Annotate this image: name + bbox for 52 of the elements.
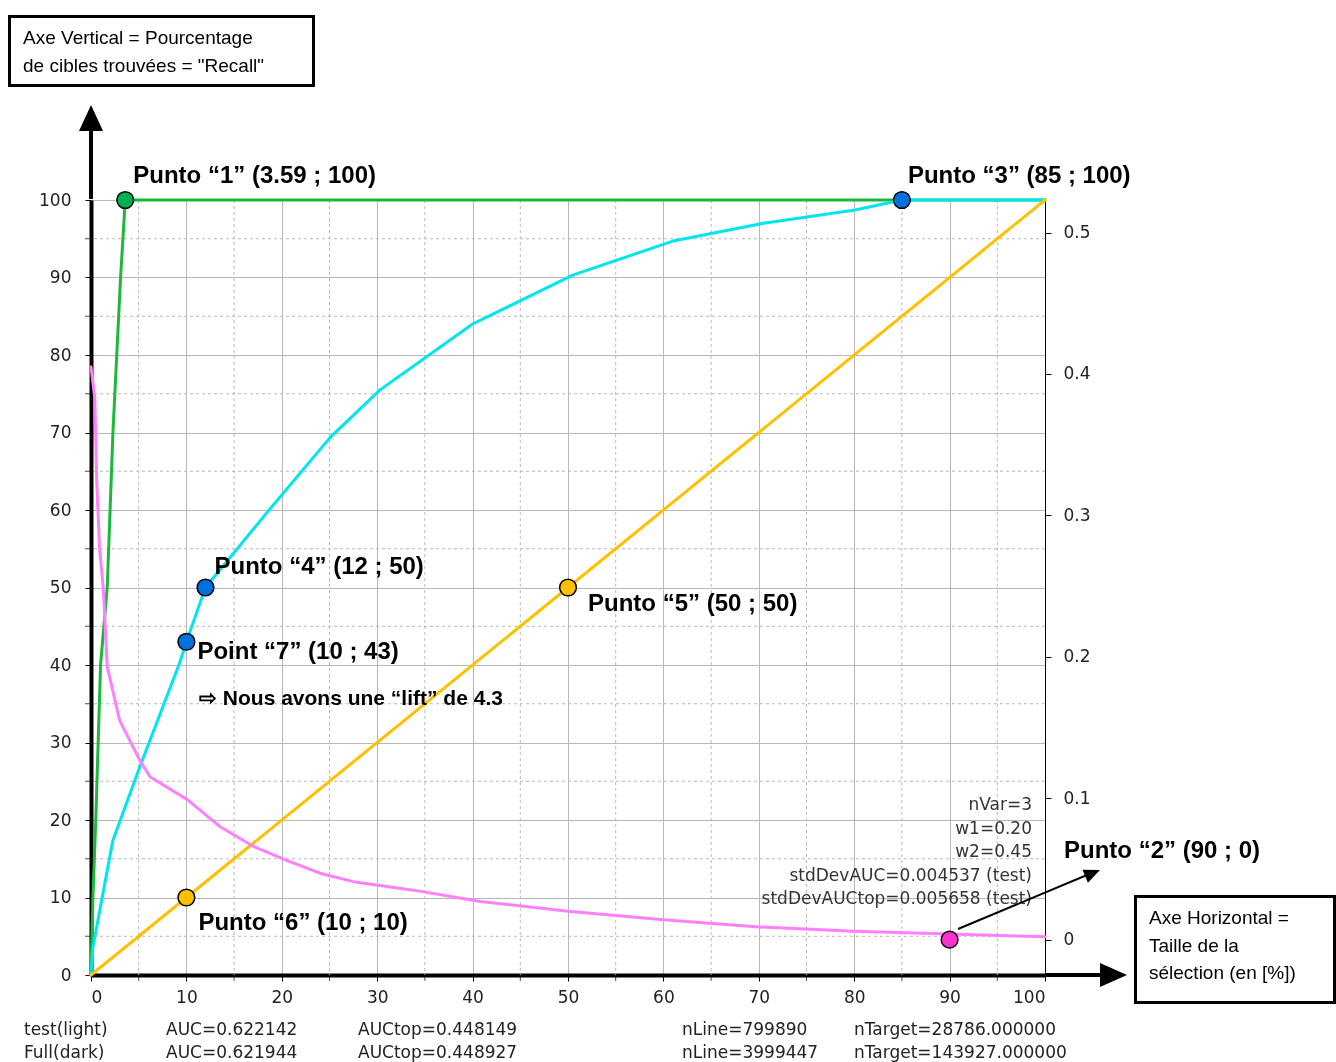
x-tick-label: 80 <box>843 986 866 1007</box>
y-tick-label: 90 <box>49 267 72 287</box>
text: Punto “2” (90 ; 0) <box>1064 836 1261 865</box>
point <box>116 190 135 210</box>
y-tick-label: 80 <box>49 344 72 365</box>
point <box>558 578 578 597</box>
y-tick-label: 40 <box>49 654 72 675</box>
point <box>196 578 215 597</box>
point <box>177 888 196 907</box>
text: test(light) <box>24 1018 108 1041</box>
y-tick-label: 100 <box>39 189 72 210</box>
annotation: Punto “6” (10 ; 10) <box>198 907 408 935</box>
y2-tick-label: 0.3 <box>1063 504 1091 525</box>
y2-tick-label: 0.5 <box>1063 222 1091 243</box>
y-tick-label: 50 <box>49 577 72 597</box>
annotation: nVar=3 w1=0.20 w2=0.45 stdDevAUC=0.004537 (test) stdDevAUCtop=0.005658 (test) <box>761 793 1032 911</box>
x-tick-label: 70 <box>748 986 771 1007</box>
x-tick-label: 100 <box>1013 986 1046 1007</box>
line-series <box>89 365 1047 939</box>
text: nTarget=28786.000000 <box>854 1018 1056 1041</box>
text: AUCtop=0.448927 <box>358 1041 518 1062</box>
text: AUC=0.622142 <box>166 1018 298 1041</box>
x-tick-label: 90 <box>939 986 961 1007</box>
x-tick-label: 60 <box>653 986 675 1007</box>
y2-tick-label: 0.4 <box>1063 363 1091 384</box>
x-tick-label: 0 <box>91 986 103 1007</box>
y-tick-label: 20 <box>49 809 72 830</box>
text: AUC=0.621944 <box>166 1041 298 1062</box>
point <box>892 190 912 210</box>
y2-tick-label: 0 <box>1063 929 1075 950</box>
x-tick-label: 10 <box>176 986 198 1007</box>
x-tick-label: 40 <box>462 986 484 1007</box>
annotation: Punto “1” (3.59 ; 100) <box>133 161 376 188</box>
point <box>177 632 196 651</box>
text: Full(dark) <box>24 1041 105 1062</box>
y-tick-label: 60 <box>49 499 72 520</box>
text: AUCtop=0.448149 <box>358 1018 518 1041</box>
y-tick-label: 10 <box>49 887 72 907</box>
text: nLine=799890 <box>682 1018 808 1041</box>
annotation: Punto “5” (50 ; 50) <box>588 588 798 616</box>
x-tick-label: 20 <box>271 986 294 1007</box>
text: nTarget=143927.000000 <box>854 1041 1067 1062</box>
y2-tick-label: 0.2 <box>1063 646 1091 667</box>
text: nLine=3999447 <box>682 1041 819 1062</box>
x-tick-label: 30 <box>366 986 389 1007</box>
y-tick-label: 30 <box>49 732 72 752</box>
y2-tick-label: 0.1 <box>1063 787 1091 808</box>
x-tick-label: 50 <box>557 986 580 1007</box>
y-tick-label: 70 <box>49 422 72 442</box>
annotation: Point “7” (10 ; 43) <box>197 636 399 664</box>
y-tick-label: 0 <box>60 964 72 985</box>
annotation: Punto “3” (85 ; 100) <box>907 161 1131 188</box>
